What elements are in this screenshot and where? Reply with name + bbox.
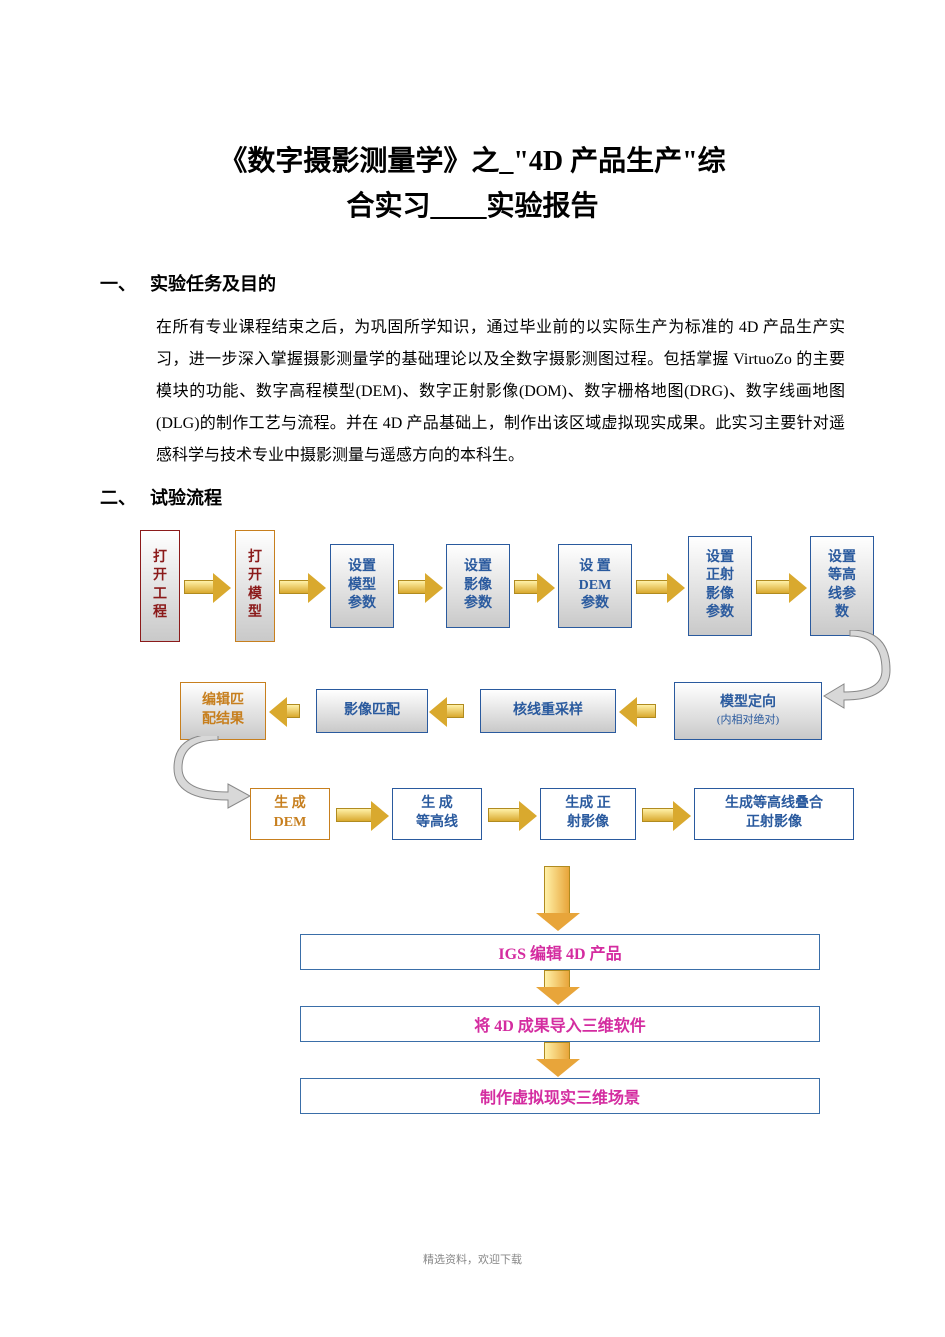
arrow-r3-0 <box>336 808 372 822</box>
arrow-r1-0 <box>184 580 214 594</box>
arrow-r1-2 <box>398 580 426 594</box>
section-1-num: 一、 <box>100 270 150 296</box>
curve-arrow-down-2 <box>172 736 262 810</box>
flow-final-2: 制作虚拟现实三维场景 <box>300 1078 820 1114</box>
title-line1: 《数字摄影测量学》之_"4D 产品生产"综 <box>100 140 845 185</box>
section-2-title: 试验流程 <box>150 488 222 508</box>
flow-node-r1-6: 设置等高线参数 <box>810 536 874 636</box>
flow-node-r3-0: 生 成DEM <box>250 788 330 840</box>
flow-node-r3-2: 生成 正射影像 <box>540 788 636 840</box>
arrow-r1-4 <box>636 580 668 594</box>
flowchart-container: 打开工程 打开模型 设置模型参数设置影像参数设 置DEM参数设置正射影像参数设置等高… <box>140 530 920 1120</box>
flow-node-r1-1: 打开模型 <box>235 530 275 642</box>
section-1-title: 实验任务及目的 <box>150 274 276 294</box>
title-line2: 合实习____实验报告 <box>100 185 845 230</box>
curve-arrow-down-1 <box>820 630 900 710</box>
arrow-r3-1 <box>488 808 520 822</box>
flow-final-1: 将 4D 成果导入三维软件 <box>300 1006 820 1042</box>
flow-node-r3-1: 生 成等高线 <box>392 788 482 840</box>
arrow-down-1 <box>544 970 570 988</box>
section-1-header: 一、实验任务及目的 <box>100 270 845 296</box>
arrow-r1-3 <box>514 580 538 594</box>
section-2-header: 二、试验流程 <box>100 484 845 510</box>
arrow-r2-0 <box>636 704 656 718</box>
arrow-r1-1 <box>279 580 309 594</box>
flow-node-r1-3: 设置影像参数 <box>446 544 510 628</box>
body-paragraph-1: 在所有专业课程结束之后，为巩固所学知识，通过毕业前的以实际生产为标准的 4D 产… <box>156 312 845 472</box>
flow-node-r2-1: 核线重采样 <box>480 689 616 733</box>
section-2-num: 二、 <box>100 484 150 510</box>
arrow-r1-5 <box>756 580 790 594</box>
flow-node-r1-5: 设置正射影像参数 <box>688 536 752 636</box>
flow-node-r1-2: 设置模型参数 <box>330 544 394 628</box>
flow-node-r2-0: 模型定向(内相对绝对) <box>674 682 822 740</box>
arrow-down-0 <box>544 866 570 914</box>
flow-final-0: IGS 编辑 4D 产品 <box>300 934 820 970</box>
arrow-r2-2 <box>286 704 300 718</box>
flow-node-r3-3: 生成等高线叠合正射影像 <box>694 788 854 840</box>
flow-node-r1-4: 设 置DEM参数 <box>558 544 632 628</box>
footer-watermark: 精选资料，欢迎下载 <box>0 1251 945 1267</box>
flow-node-r2-2: 影像匹配 <box>316 689 428 733</box>
flow-node-r2-3: 编辑匹配结果 <box>180 682 266 740</box>
arrow-r3-2 <box>642 808 674 822</box>
arrow-down-2 <box>544 1042 570 1060</box>
arrow-r2-1 <box>446 704 464 718</box>
document-title: 《数字摄影测量学》之_"4D 产品生产"综 合实习____实验报告 <box>100 140 845 230</box>
flow-node-r1-0: 打开工程 <box>140 530 180 642</box>
